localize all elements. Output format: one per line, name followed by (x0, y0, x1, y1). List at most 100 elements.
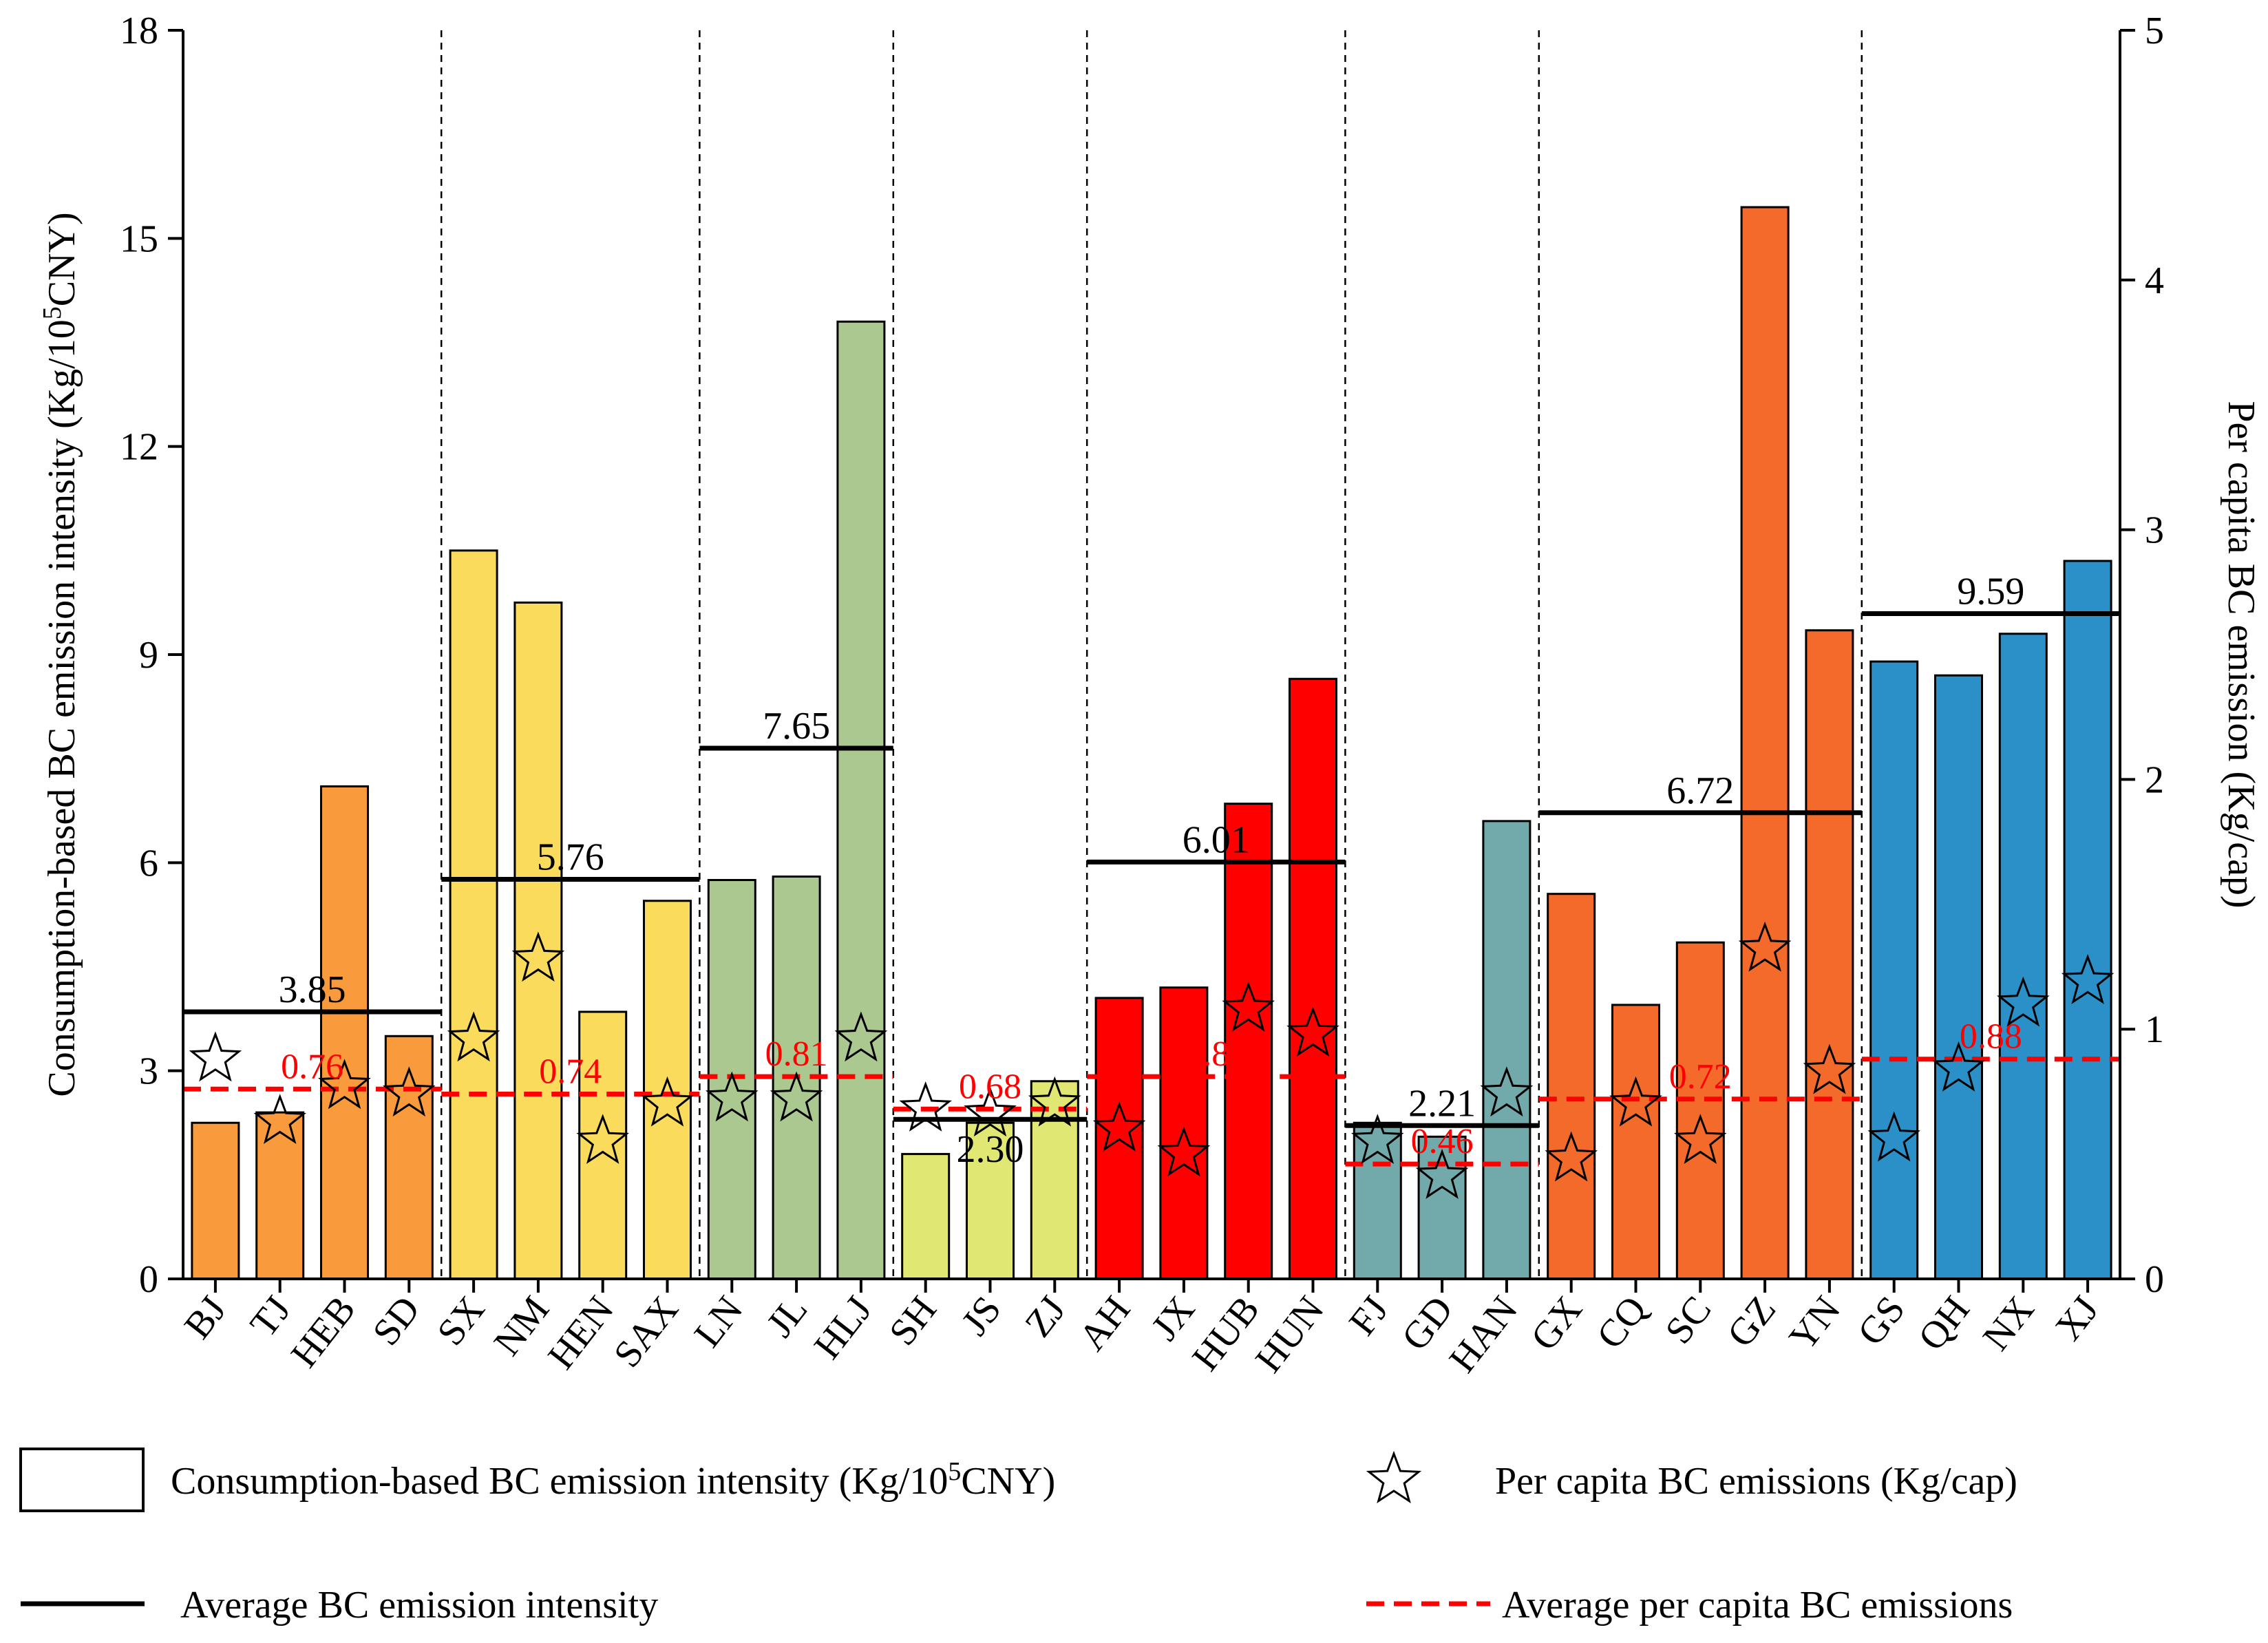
x-tick-label-gx: GX (1523, 1289, 1591, 1359)
star-marker-nm (511, 931, 565, 982)
bar-tj (255, 1111, 305, 1280)
bar-nx (1998, 633, 2048, 1280)
star-marker-tj (253, 1094, 306, 1145)
star-marker-ln (706, 1071, 759, 1122)
bar-heb (320, 785, 369, 1280)
x-tick-label-hun: HUN (1247, 1289, 1333, 1381)
bar-qh (1934, 674, 1983, 1280)
star-marker-js (964, 1086, 1017, 1137)
x-tick-label-nx: NX (1975, 1289, 2043, 1359)
x-tick-label-sd: SD (365, 1289, 429, 1354)
star-marker-sx (447, 1011, 500, 1062)
star-marker-gx (1545, 1131, 1598, 1182)
star-marker-qh (1932, 1041, 1985, 1092)
bar-han (1482, 820, 1532, 1280)
legend-bar-label: Consumption-based BC emission intensity … (171, 1457, 1055, 1503)
x-tick-label-tj: TJ (242, 1289, 299, 1345)
star-marker-zj (1028, 1076, 1081, 1127)
avg-per-capita-label: 0.81 (1185, 1035, 1247, 1074)
avg-intensity-label: 2.30 (957, 1128, 1024, 1171)
right-tick-label: 4 (2145, 259, 2164, 302)
x-tick-label-zj: ZJ (1017, 1289, 1074, 1345)
x-tick-label-xj: XJ (2047, 1289, 2107, 1348)
avg-per-capita-label: 0.81 (765, 1035, 828, 1074)
x-tick-label-fj: FJ (1341, 1289, 1397, 1344)
avg-per-capita-label: 0.74 (539, 1052, 602, 1092)
left-tick-label: 6 (139, 842, 158, 884)
bar-nm (513, 601, 563, 1280)
star-marker-bj (189, 1031, 242, 1082)
avg-per-capita-label: 0.76 (281, 1047, 343, 1086)
bar-hun (1289, 677, 1337, 1280)
star-marker-jl (770, 1071, 823, 1122)
avg-intensity-label: 7.65 (763, 705, 830, 748)
left-tick-label: 18 (120, 10, 158, 52)
bar-sax (643, 900, 692, 1280)
x-tick-label-gz: GZ (1719, 1289, 1785, 1355)
x-tick-label-hub: HUB (1184, 1289, 1268, 1379)
star-marker-hen (576, 1114, 629, 1165)
star-marker-nx (1997, 976, 2050, 1027)
x-tick-label-sax: SAX (606, 1289, 687, 1375)
legend-star-label: Per capita BC emissions (Kg/cap) (1495, 1460, 2017, 1503)
bar-bj (191, 1121, 240, 1280)
bar-sh (901, 1153, 951, 1280)
avg-intensity-label: 3.85 (279, 968, 346, 1011)
avg-per-capita-label: 0.68 (959, 1067, 1021, 1106)
x-tick-label-hen: HEN (540, 1289, 622, 1377)
star-marker-jx (1157, 1126, 1211, 1177)
star-marker-ah (1092, 1101, 1146, 1152)
bar-ln (707, 879, 756, 1280)
x-tick-label-han: HAN (1441, 1289, 1527, 1381)
star-marker-sc (1674, 1114, 1727, 1165)
avg-intensity-label: 5.76 (537, 836, 604, 879)
right-tick-label: 1 (2145, 1008, 2164, 1051)
x-tick-label-qh: QH (1910, 1289, 1978, 1359)
left-tick-label: 15 (120, 218, 158, 260)
bar-gz (1740, 206, 1790, 1280)
left-axis-label: Consumption-based BC emission intensity … (38, 212, 83, 1096)
avg-intensity-label: 6.01 (1183, 818, 1250, 861)
bar-cq (1611, 1004, 1660, 1280)
star-marker-sd (383, 1066, 436, 1117)
bar-gx (1547, 893, 1596, 1280)
legend-star-icon (1366, 1450, 1422, 1504)
left-tick-label: 9 (139, 634, 158, 677)
x-tick-label-hlj: HLJ (806, 1289, 880, 1367)
bar-hlj (836, 320, 886, 1280)
bar-hen (578, 1010, 628, 1280)
avg-intensity-label: 2.21 (1408, 1082, 1476, 1125)
bar-sd (384, 1035, 434, 1280)
right-axis-label: Per capita BC emission (Kg/cap) (2220, 401, 2262, 908)
star-marker-xj (2061, 954, 2115, 1004)
bar-gs (1869, 660, 1919, 1280)
bar-hub (1224, 803, 1273, 1280)
star-marker-cq (1609, 1076, 1662, 1127)
bar-sx (449, 549, 498, 1280)
legend-avg-line-label: Average BC emission intensity (180, 1584, 658, 1626)
star-marker-yn (1803, 1043, 1856, 1094)
right-tick-label: 2 (2145, 759, 2164, 801)
x-tick-label-cq: CQ (1589, 1289, 1655, 1357)
x-tick-label-jl: JL (759, 1289, 816, 1345)
avg-intensity-label: 9.59 (1957, 571, 2024, 613)
star-marker-hlj (834, 1011, 888, 1062)
bar-yn (1805, 629, 1854, 1280)
x-tick-label-yn: YN (1781, 1289, 1849, 1359)
avg-per-capita-label: 0.72 (1669, 1057, 1732, 1096)
star-marker-fj (1351, 1114, 1404, 1165)
legend-bar-swatch (19, 1448, 145, 1512)
x-tick-label-sc: SC (1657, 1289, 1720, 1352)
bar-jx (1159, 986, 1209, 1280)
bar-fj (1353, 1121, 1402, 1280)
bar-xj (2063, 560, 2112, 1280)
bar-zj (1030, 1080, 1079, 1280)
avg-per-capita-label: 0.88 (1960, 1017, 2022, 1057)
x-tick-label-sh: SH (881, 1289, 945, 1354)
legend-avg-dash-label: Average per capita BC emissions (1502, 1584, 2013, 1626)
x-tick-label-heb: HEB (283, 1289, 364, 1375)
bar-sc (1675, 941, 1725, 1280)
x-tick-label-gs: GS (1850, 1289, 1914, 1354)
